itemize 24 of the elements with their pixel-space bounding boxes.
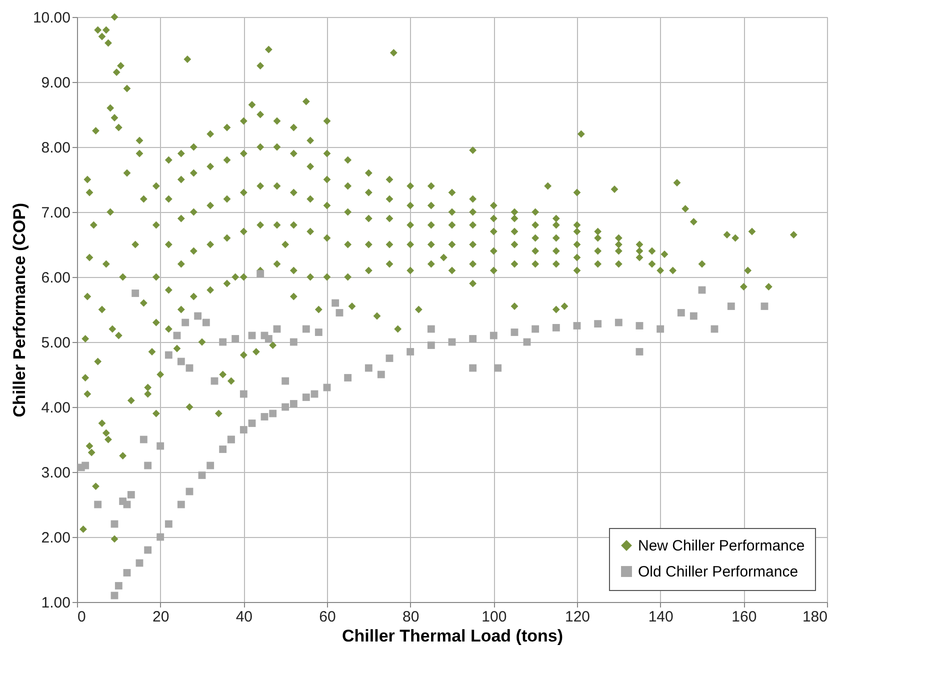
x-tick-label: 40 xyxy=(236,608,253,626)
y-tick-label: 8.00 xyxy=(41,140,70,156)
y-tick-label: 4.00 xyxy=(41,400,70,416)
x-tick-label: 80 xyxy=(402,608,420,626)
legend-label: New Chiller Performance xyxy=(638,538,805,554)
y-tick-label: 2.00 xyxy=(41,530,70,546)
y-tick-label: 9.00 xyxy=(41,74,70,92)
x-tick-label: 140 xyxy=(648,608,674,626)
y-tick-label: 10.00 xyxy=(32,10,70,26)
y-tick-label: 1.00 xyxy=(41,594,70,612)
x-tick-label: 60 xyxy=(319,608,336,626)
y-tick-label: 3.00 xyxy=(41,464,70,482)
y-tick-label: 6.00 xyxy=(41,270,70,286)
x-tick-label: 160 xyxy=(732,608,757,626)
x-tick-label: 0 xyxy=(78,608,86,626)
y-tick-label: 7.00 xyxy=(41,204,70,222)
x-axis-title: Chiller Thermal Load (tons) xyxy=(342,626,564,646)
x-tick-label: 120 xyxy=(564,608,590,626)
legend-label: Old Chiller Performance xyxy=(638,564,798,580)
x-tick-label: 20 xyxy=(152,608,170,626)
y-axis-title: Chiller Performance (COP) xyxy=(10,202,29,418)
x-tick-label: 100 xyxy=(482,608,507,626)
y-tick-label: 5.00 xyxy=(41,334,70,352)
x-tick-label: 180 xyxy=(802,608,828,626)
